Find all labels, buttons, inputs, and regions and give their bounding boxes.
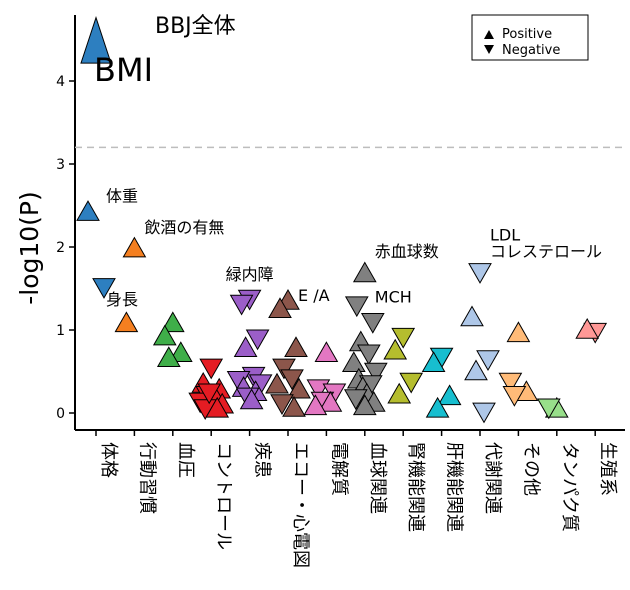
data-point	[343, 389, 368, 411]
data-point	[460, 305, 484, 327]
x-tick-label: 疾患	[252, 442, 273, 478]
data-point	[280, 369, 304, 391]
data-point	[314, 341, 339, 362]
annotation-label: 赤血球数	[375, 242, 439, 261]
y-tick-label: 4	[56, 74, 65, 90]
data-point	[387, 382, 412, 404]
x-tick-label: 腎機能関連	[405, 442, 426, 532]
data-point	[233, 336, 258, 358]
annotation-label: 体重	[106, 186, 138, 205]
data-point	[360, 312, 385, 334]
legend: Positive Negative	[471, 14, 589, 61]
data-point	[421, 351, 446, 372]
x-tick-label: 血圧	[175, 442, 196, 478]
data-point	[229, 294, 254, 316]
data-point	[476, 350, 500, 372]
data-point	[92, 278, 116, 299]
data-point	[352, 261, 377, 283]
data-point	[168, 341, 193, 362]
data-point	[287, 377, 311, 399]
data-point	[506, 321, 531, 343]
data-point	[352, 394, 377, 416]
annotation-label: MCH	[375, 288, 412, 307]
data-point	[270, 394, 294, 416]
data-point	[383, 338, 408, 360]
x-tick-label: 電解質	[328, 442, 349, 496]
data-point	[160, 311, 185, 333]
annotation-label: BMI	[94, 51, 153, 89]
x-tick-label: 生殖系	[597, 442, 619, 496]
data-point	[152, 324, 177, 346]
annotation-label: 身長	[106, 290, 138, 309]
x-tick-label: 体格	[98, 442, 119, 478]
annotation-label: E /A	[298, 286, 330, 305]
data-point	[197, 383, 222, 405]
data-point	[437, 384, 462, 406]
data-point	[245, 329, 270, 351]
axes: 0 1 2 3 4 体格 行動習慣 血圧 コントロール 疾患 エコー・心電図 電解質 血球関連 腎機能関連…	[56, 15, 625, 568]
data-point	[464, 359, 488, 381]
data-point	[122, 236, 147, 258]
data-point	[391, 327, 416, 349]
data-point	[80, 16, 112, 64]
legend-negative-icon	[484, 45, 494, 54]
data-point	[268, 297, 292, 318]
y-tick-label: 0	[56, 406, 65, 422]
y-tick-label: 2	[56, 240, 65, 256]
data-point	[498, 372, 523, 394]
x-tick-label: 肝機能関連	[444, 442, 465, 532]
y-tick-label: 1	[56, 323, 65, 339]
data-point	[536, 398, 561, 420]
data-point	[575, 317, 600, 339]
data-point	[239, 388, 264, 410]
annotation-label: 飲酒の有無	[144, 218, 224, 237]
data-point	[199, 358, 224, 380]
data-point	[399, 372, 424, 394]
x-tick-label: タンパク質	[559, 442, 580, 532]
chart-title: BBJ全体	[155, 14, 236, 39]
x-tick-label: 血球関連	[367, 442, 388, 514]
annotation-label: LDL	[490, 225, 520, 244]
points-layer	[76, 16, 608, 424]
data-point	[205, 396, 230, 418]
legend-positive-label: Positive	[502, 27, 552, 42]
data-point	[272, 358, 296, 380]
y-tick-label: 3	[56, 157, 65, 173]
data-point	[303, 394, 328, 416]
data-point	[114, 311, 139, 333]
data-point	[502, 385, 527, 407]
data-point	[265, 372, 289, 394]
data-point	[356, 344, 381, 366]
x-tick-label: 代謝関連	[482, 442, 503, 514]
x-tick-label: エコー・心電図	[290, 442, 311, 568]
data-point	[363, 362, 388, 384]
data-point	[282, 396, 306, 417]
legend-positive-icon	[484, 30, 494, 39]
x-tick-label: その他	[520, 442, 541, 496]
x-tick-label: コントロール	[213, 442, 234, 550]
data-point	[468, 263, 492, 284]
data-point	[284, 336, 308, 358]
legend-negative-label: Negative	[502, 43, 560, 58]
data-point	[156, 346, 181, 367]
x-tick-label: 行動習慣	[136, 442, 157, 514]
data-point	[341, 351, 366, 372]
data-point	[76, 200, 100, 221]
data-point	[318, 391, 343, 412]
y-axis-label: -log10(P)	[15, 191, 44, 305]
annotation-label: 緑内障	[226, 265, 274, 284]
data-point	[425, 396, 450, 418]
annotation-label: コレステロール	[490, 242, 602, 261]
data-point	[472, 402, 496, 424]
data-point	[344, 296, 369, 318]
